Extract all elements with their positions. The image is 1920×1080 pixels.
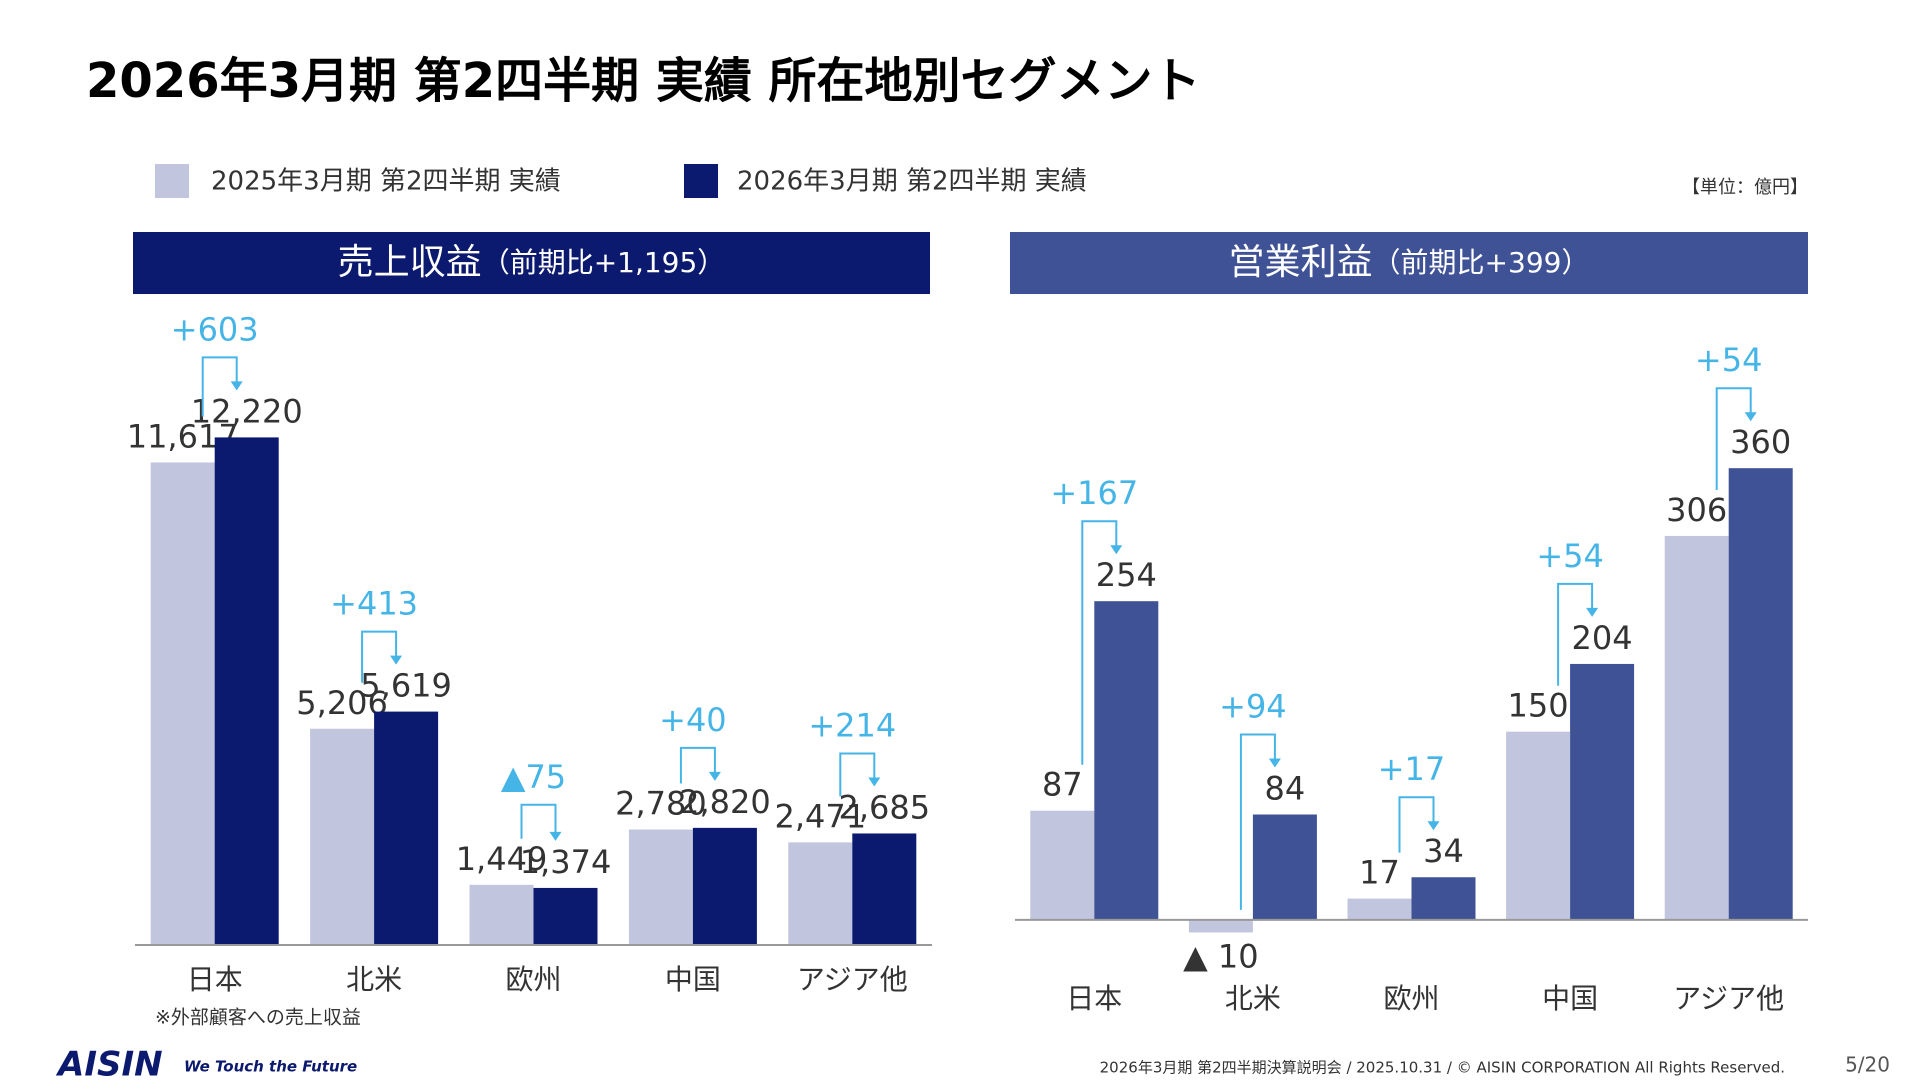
value-label: 84 xyxy=(1265,770,1306,808)
difference-label: +94 xyxy=(1219,688,1287,726)
difference-arrowhead xyxy=(868,777,881,787)
bar xyxy=(1094,601,1159,920)
difference-label: +603 xyxy=(171,310,259,348)
difference-label: +413 xyxy=(330,585,418,623)
difference-bracket xyxy=(361,630,398,683)
x-tick-label: 欧州 xyxy=(505,963,561,996)
bar xyxy=(1347,898,1412,920)
value-label: ▲ 10 xyxy=(1183,937,1259,975)
difference-arrowhead xyxy=(1744,412,1757,422)
difference-label: +167 xyxy=(1050,474,1138,512)
difference-arrowhead xyxy=(1427,821,1440,831)
difference-bracket xyxy=(1081,520,1118,765)
x-tick-label: 北米 xyxy=(1225,982,1281,1015)
difference-bracket xyxy=(839,752,876,797)
difference-bracket xyxy=(679,746,716,784)
value-label: 12,220 xyxy=(191,392,303,430)
value-label: 2,471 xyxy=(774,797,866,835)
difference-label: +214 xyxy=(808,706,896,744)
difference-bracket xyxy=(1557,582,1594,686)
bar xyxy=(1188,919,1253,933)
bar xyxy=(628,829,693,945)
bar xyxy=(788,842,853,945)
chart-header xyxy=(133,232,930,294)
value-label: 2,780 xyxy=(615,785,707,823)
value-label: 17 xyxy=(1359,854,1400,892)
chart-subtitle: （前期比+1,195） xyxy=(482,246,726,279)
bar xyxy=(1411,877,1476,920)
bar xyxy=(852,833,917,945)
difference-arrowhead xyxy=(708,771,721,781)
page-number: 5/20 xyxy=(1845,1053,1890,1077)
logo: AISIN xyxy=(55,1045,163,1080)
bar xyxy=(469,884,534,945)
value-label: 2,820 xyxy=(679,783,771,821)
difference-label: ▲75 xyxy=(501,758,566,796)
bar xyxy=(310,728,375,945)
bar xyxy=(214,437,279,945)
chart-header-text: 売上収益（前期比+1,195） xyxy=(338,242,726,283)
difference-label: +17 xyxy=(1378,750,1446,788)
difference-bracket xyxy=(1398,796,1435,853)
unit-label: 【単位：億円】 xyxy=(1682,177,1808,198)
x-tick-label: 中国 xyxy=(665,963,721,996)
chart-header xyxy=(1010,232,1808,294)
value-label: 150 xyxy=(1508,687,1569,725)
legend-label: 2026年3月期 第2四半期 実績 xyxy=(737,167,1087,197)
value-label: 5,619 xyxy=(360,667,452,705)
difference-bracket xyxy=(1239,733,1276,910)
difference-arrowhead xyxy=(1268,758,1281,768)
difference-label: +40 xyxy=(659,701,727,739)
difference-arrowhead xyxy=(390,655,403,665)
x-tick-label: アジア他 xyxy=(1673,982,1784,1015)
value-label: 1,374 xyxy=(520,843,612,881)
bar xyxy=(1252,814,1317,920)
tagline: We Touch the Future xyxy=(184,1058,357,1076)
value-label: 306 xyxy=(1666,491,1727,529)
bar xyxy=(374,711,439,945)
chart-title: 営業利益 xyxy=(1229,242,1373,283)
difference-arrowhead xyxy=(230,381,243,391)
x-tick-label: 北米 xyxy=(346,963,402,996)
value-label: 5,206 xyxy=(296,684,388,722)
bar xyxy=(1506,731,1571,920)
x-tick-label: 欧州 xyxy=(1383,982,1439,1015)
footnote: ※外部顧客への売上収益 xyxy=(155,1007,361,1029)
value-label: 2,685 xyxy=(838,788,930,826)
bar xyxy=(533,887,598,945)
value-label: 87 xyxy=(1042,766,1083,804)
bar xyxy=(1664,535,1729,920)
value-label: 1,449 xyxy=(456,840,548,878)
difference-arrowhead xyxy=(1110,545,1123,555)
chart-subtitle: （前期比+399） xyxy=(1373,246,1590,279)
x-tick-label: 日本 xyxy=(187,963,243,996)
x-tick-label: 中国 xyxy=(1542,982,1598,1015)
difference-arrowhead xyxy=(549,831,562,841)
legend-label: 2025年3月期 第2四半期 実績 xyxy=(211,167,561,197)
chart-header-text: 営業利益（前期比+399） xyxy=(1229,242,1590,283)
value-label: 254 xyxy=(1096,556,1157,594)
bar xyxy=(1030,810,1095,920)
bar xyxy=(150,462,215,945)
bar xyxy=(1728,468,1793,920)
value-label: 360 xyxy=(1730,423,1791,461)
page-title: 2026年3月期 第2四半期 実績 所在地別セグメント xyxy=(86,53,1201,109)
bar xyxy=(1570,663,1635,920)
difference-bracket xyxy=(201,356,238,417)
difference-label: +54 xyxy=(1695,341,1763,379)
value-label: 34 xyxy=(1423,832,1464,870)
difference-bracket xyxy=(1715,387,1752,490)
x-tick-label: アジア他 xyxy=(797,963,908,996)
value-label: 204 xyxy=(1572,619,1633,657)
footer-text: 2026年3月期 第2四半期決算説明会 / 2025.10.31 / © AIS… xyxy=(1100,1059,1785,1077)
x-tick-label: 日本 xyxy=(1066,982,1122,1015)
difference-bracket xyxy=(520,803,557,839)
difference-arrowhead xyxy=(1586,607,1599,617)
legend-swatch xyxy=(155,164,189,198)
bar xyxy=(692,827,757,945)
chart-title: 売上収益 xyxy=(338,242,482,283)
difference-label: +54 xyxy=(1536,537,1604,575)
legend-swatch xyxy=(684,164,718,198)
